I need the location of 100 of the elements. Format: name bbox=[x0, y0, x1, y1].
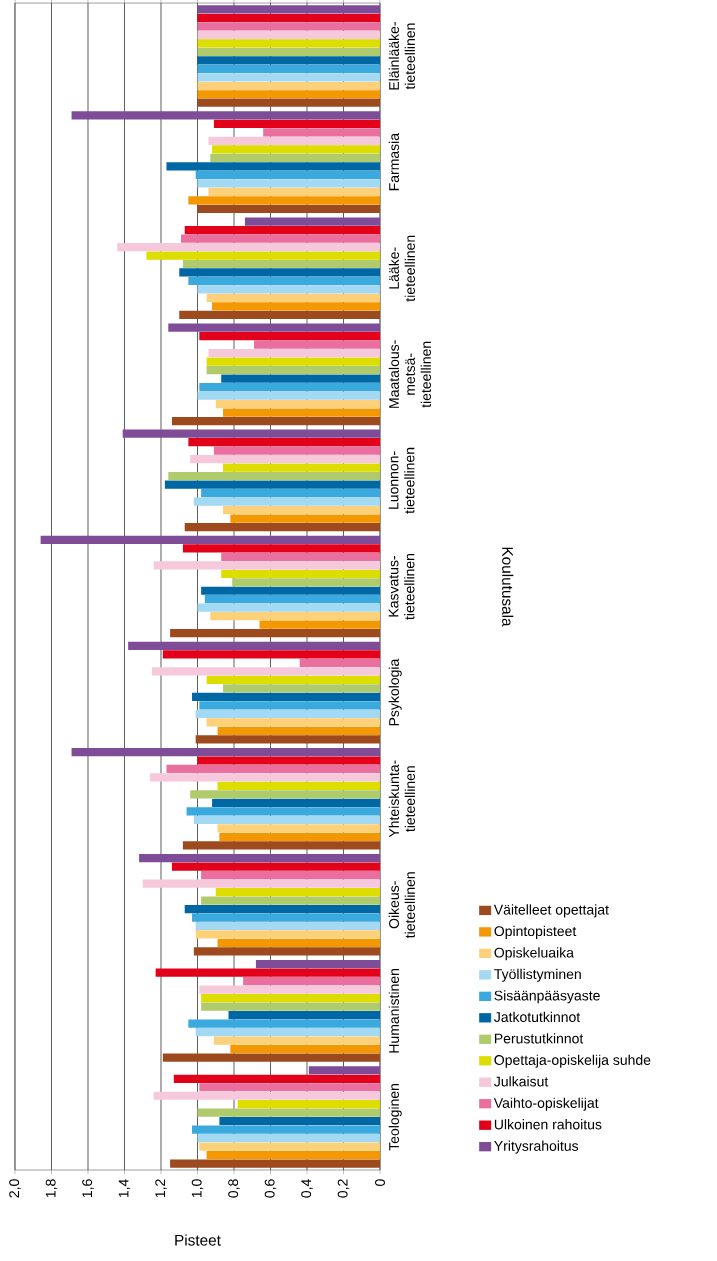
bar bbox=[230, 1044, 380, 1054]
bar bbox=[215, 399, 380, 409]
bar bbox=[182, 544, 380, 553]
bar bbox=[197, 13, 380, 22]
bar bbox=[199, 1083, 380, 1092]
bar bbox=[237, 1100, 380, 1109]
bar bbox=[192, 913, 380, 922]
legend-label: Yritysrahoitus bbox=[494, 1140, 579, 1154]
bar bbox=[195, 735, 380, 744]
bar bbox=[215, 887, 380, 897]
bar bbox=[162, 650, 380, 659]
bar bbox=[122, 429, 380, 438]
bar bbox=[197, 603, 380, 612]
x-tick-label: 0,2 bbox=[337, 1179, 350, 1198]
y-tick-label: Lääke- tieteellinen bbox=[388, 235, 415, 302]
bar bbox=[182, 841, 380, 850]
bar bbox=[117, 242, 380, 252]
bar bbox=[184, 904, 380, 914]
bar bbox=[195, 930, 380, 939]
bar bbox=[168, 472, 380, 481]
bar bbox=[223, 408, 380, 417]
bar bbox=[199, 332, 380, 341]
bar bbox=[204, 595, 380, 604]
bar bbox=[197, 47, 380, 56]
bar bbox=[166, 162, 380, 171]
bar bbox=[206, 1151, 380, 1160]
bar bbox=[219, 832, 380, 841]
legend-label: Julkaisut bbox=[494, 1076, 549, 1087]
bar bbox=[186, 807, 380, 816]
y-tick-label: Teologinen bbox=[388, 1084, 402, 1151]
bar bbox=[213, 119, 380, 129]
bar bbox=[217, 824, 380, 833]
bar bbox=[212, 302, 380, 311]
bar bbox=[206, 293, 380, 303]
bar bbox=[195, 170, 380, 179]
bar bbox=[217, 781, 380, 791]
y-axis-title: Koulutusala bbox=[502, 547, 514, 627]
bar bbox=[230, 514, 380, 523]
bar bbox=[197, 179, 380, 188]
bar bbox=[171, 416, 380, 426]
legend-label: Sisäänpääsyaste bbox=[494, 990, 600, 1004]
bar bbox=[153, 561, 380, 570]
bar bbox=[212, 145, 380, 154]
bar bbox=[210, 153, 380, 163]
legend-label: Opiskeluaika bbox=[494, 947, 574, 961]
bar bbox=[71, 747, 380, 757]
bar bbox=[254, 340, 380, 349]
bar bbox=[164, 480, 380, 489]
bar bbox=[206, 357, 380, 366]
bar bbox=[179, 310, 380, 320]
bar bbox=[71, 111, 380, 120]
bar bbox=[184, 522, 380, 532]
bar bbox=[195, 921, 380, 931]
x-tick-label: 1,4 bbox=[118, 1179, 131, 1198]
bar bbox=[213, 446, 380, 455]
y-tick-label: Farmasia bbox=[388, 132, 399, 191]
bar bbox=[173, 1074, 380, 1083]
bar bbox=[263, 128, 380, 137]
bar bbox=[223, 463, 380, 472]
bar bbox=[197, 98, 380, 107]
bar bbox=[184, 225, 380, 235]
bar bbox=[197, 391, 380, 400]
x-axis-title: Pisteet bbox=[175, 1234, 221, 1246]
bar bbox=[193, 815, 380, 825]
x-tick-label: 2,0 bbox=[9, 1179, 21, 1198]
bar bbox=[213, 1036, 380, 1045]
x-tick-label: 0 bbox=[375, 1179, 385, 1186]
bar bbox=[199, 1142, 380, 1151]
bar bbox=[244, 217, 380, 226]
bar bbox=[201, 586, 380, 595]
bar bbox=[40, 535, 380, 544]
legend-label: Opettaja-opiskelija suhde bbox=[494, 1054, 651, 1068]
bar bbox=[199, 985, 380, 994]
x-tick-label: 1,8 bbox=[45, 1179, 58, 1198]
bar bbox=[197, 5, 380, 14]
bar bbox=[197, 64, 380, 73]
y-tick-label: Kasvatus- tieteellinen bbox=[388, 553, 415, 620]
legend-label: Opintopisteet bbox=[494, 925, 577, 939]
y-tick-label: Eläinlääke- tieteellinen bbox=[388, 22, 415, 90]
bar bbox=[190, 455, 380, 464]
bar bbox=[212, 798, 380, 808]
bar bbox=[155, 968, 380, 977]
bar bbox=[197, 22, 380, 31]
bar bbox=[206, 718, 380, 727]
bar bbox=[181, 234, 380, 243]
bar bbox=[197, 756, 380, 765]
bar bbox=[201, 994, 380, 1003]
bar bbox=[255, 960, 380, 969]
legend-label: Perustutkinnot bbox=[494, 1033, 584, 1044]
legend-label: Työllistyminen bbox=[494, 968, 581, 982]
bar bbox=[308, 1066, 380, 1075]
bar bbox=[188, 1019, 380, 1028]
bar bbox=[223, 506, 380, 515]
bar bbox=[139, 853, 380, 863]
y-tick-label: Oikeus- tieteellinen bbox=[388, 872, 415, 939]
bar bbox=[166, 764, 380, 774]
bar bbox=[221, 374, 380, 383]
bar bbox=[182, 259, 380, 269]
bar bbox=[197, 285, 380, 294]
legend-label: Väitelleet opettajat bbox=[493, 904, 609, 918]
